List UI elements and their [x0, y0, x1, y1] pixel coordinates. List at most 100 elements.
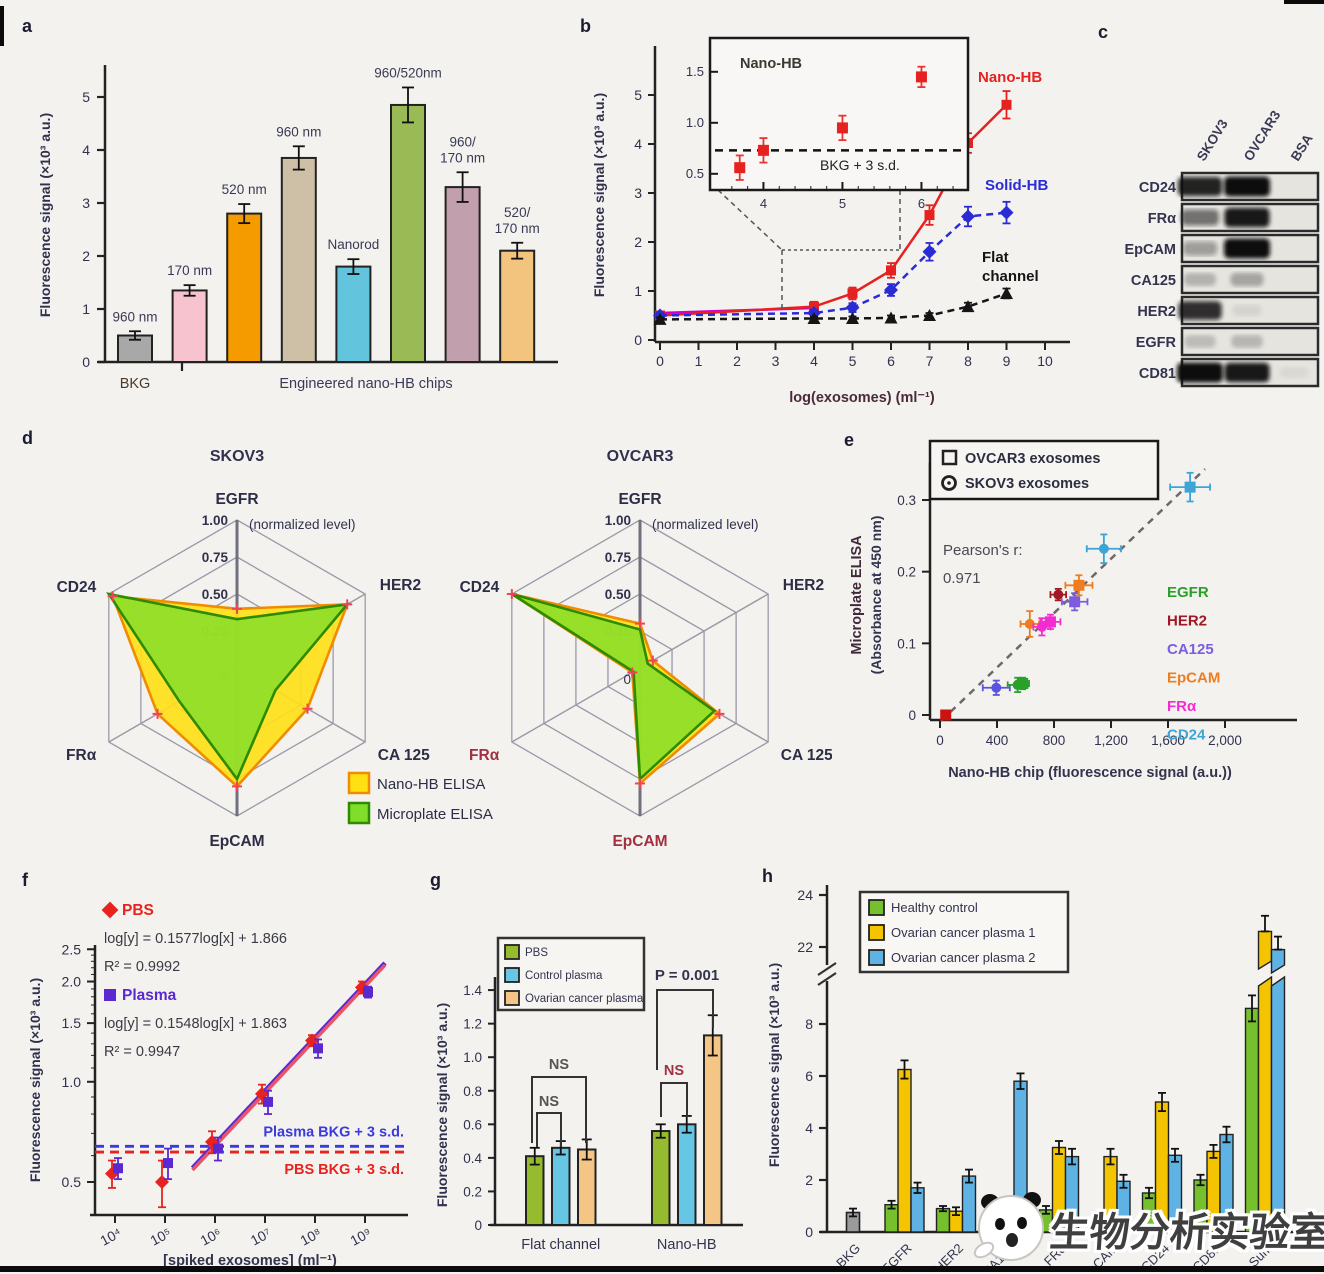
svg-text:0.4: 0.4 — [463, 1151, 482, 1166]
svg-text:Fluorescence signal (×10³ a.u.: Fluorescence signal (×10³ a.u.) — [766, 963, 782, 1167]
svg-text:1.0: 1.0 — [463, 1050, 482, 1065]
svg-text:1: 1 — [82, 301, 90, 317]
svg-text:Flat channel: Flat channel — [521, 1237, 600, 1253]
svg-text:CD24: CD24 — [1167, 727, 1206, 744]
svg-text:3: 3 — [634, 185, 642, 201]
svg-text:EGFR: EGFR — [618, 491, 661, 508]
svg-text:170 nm: 170 nm — [167, 263, 212, 278]
svg-text:PBS: PBS — [122, 902, 154, 919]
svg-text:10⁸: 10⁸ — [297, 1224, 324, 1248]
svg-text:800: 800 — [1043, 733, 1066, 748]
svg-text:Nano-HB: Nano-HB — [657, 1237, 717, 1253]
western-blot: SKOV3 OVCAR3 BSA CD24 FRα EpCAM CA125 HER2 EGFR C… — [1124, 108, 1320, 388]
edge-mark-bottom — [0, 1266, 1324, 1272]
svg-text:0: 0 — [805, 1224, 813, 1240]
panel-g-plasma-bars: 0 0.2 0.4 0.6 0.8 1.0 1.2 1.4 Fluorescence signa… — [425, 865, 753, 1274]
svg-text:1.00: 1.00 — [605, 513, 631, 528]
svg-text:0.75: 0.75 — [605, 550, 632, 565]
svg-text:Nano-HB ELISA: Nano-HB ELISA — [377, 776, 485, 793]
svg-text:0: 0 — [656, 353, 664, 369]
svg-text:R² = 0.9947: R² = 0.9947 — [104, 1044, 180, 1060]
svg-text:R² = 0.9992: R² = 0.9992 — [104, 959, 180, 975]
svg-text:EGFR: EGFR — [215, 491, 258, 508]
svg-text:Fluorescence signal (×10³ a.u.: Fluorescence signal (×10³ a.u.) — [27, 978, 43, 1182]
panel-c-western-blot: SKOV3 OVCAR3 BSA CD24 FRα EpCAM CA125 HER2 EGFR C… — [1090, 10, 1324, 435]
svg-text:EpCAM: EpCAM — [612, 833, 667, 850]
svg-text:0: 0 — [936, 733, 944, 748]
panel-letter-b: b — [580, 16, 591, 36]
svg-text:22: 22 — [797, 939, 813, 955]
svg-text:Flat: Flat — [982, 249, 1009, 266]
svg-text:520 nm: 520 nm — [222, 182, 267, 197]
svg-text:(normalized level): (normalized level) — [652, 517, 759, 532]
svg-text:P = 0.001: P = 0.001 — [655, 967, 719, 984]
panel-a-bar-chart: 0 1 2 3 4 5 Fluorescence signal (×10³ a.u.) 960… — [10, 10, 565, 425]
svg-text:1.5: 1.5 — [62, 1015, 82, 1031]
svg-text:Microplate ELISA: Microplate ELISA — [377, 806, 493, 823]
svg-text:6: 6 — [805, 1068, 813, 1084]
svg-text:[spiked exosomes] (ml⁻¹): [spiked exosomes] (ml⁻¹) — [163, 1253, 337, 1269]
svg-text:SKOV3 exosomes: SKOV3 exosomes — [965, 476, 1089, 492]
svg-text:10⁹: 10⁹ — [347, 1224, 374, 1248]
svg-text:Fluorescence signal (×10³ a.u.: Fluorescence signal (×10³ a.u.) — [434, 1003, 450, 1207]
svg-text:NS: NS — [664, 1063, 684, 1079]
svg-text:960/: 960/ — [449, 134, 476, 149]
svg-text:520/: 520/ — [504, 205, 531, 220]
svg-text:4: 4 — [805, 1120, 813, 1136]
svg-text:BKG + 3 s.d.: BKG + 3 s.d. — [820, 157, 900, 173]
svg-text:Ovarian cancer plasma: Ovarian cancer plasma — [525, 993, 644, 1005]
svg-text:0.971: 0.971 — [943, 570, 981, 587]
panel-e-correlation-scatter: 0 400 800 1,200 1,600 2,000 0 0.1 0.2 0.3 Micropla… — [835, 425, 1324, 870]
svg-text:Fluorescence signal (×10³ a.u.: Fluorescence signal (×10³ a.u.) — [591, 93, 607, 297]
svg-text:2: 2 — [634, 234, 642, 250]
titration-line-chart: 0 1 2 3 4 5 6 7 8 9 10 0 1 2 3 4 5 Fluorescence signal (×… — [591, 36, 1070, 406]
svg-text:5: 5 — [849, 353, 857, 369]
watermark-text: 生物分析实验室 — [1048, 1211, 1324, 1255]
svg-text:channel: channel — [982, 268, 1039, 285]
svg-text:4: 4 — [760, 196, 767, 211]
svg-text:EpCAM: EpCAM — [209, 833, 264, 850]
svg-text:log(exosomes) (ml⁻¹): log(exosomes) (ml⁻¹) — [789, 390, 935, 406]
panel-letter-c: c — [1098, 22, 1109, 42]
svg-text:10: 10 — [1037, 353, 1053, 369]
spiked-exosomes-scatter: 10⁴ 10⁵ 10⁶ 10⁷ 10⁸ 10⁹ 0.5 1.0 1.5 2.0 2.5 Fluores… — [27, 901, 408, 1269]
svg-text:BKG: BKG — [120, 376, 151, 392]
svg-text:960 nm: 960 nm — [112, 309, 157, 324]
svg-text:3: 3 — [772, 353, 780, 369]
svg-text:0: 0 — [908, 708, 916, 723]
svg-text:Microplate ELISA: Microplate ELISA — [849, 535, 865, 655]
svg-text:1: 1 — [695, 353, 703, 369]
svg-text:1.4: 1.4 — [463, 983, 482, 998]
svg-text:6: 6 — [887, 353, 895, 369]
svg-text:Engineered nano-HB chips: Engineered nano-HB chips — [279, 376, 452, 392]
svg-text:OVCAR3: OVCAR3 — [1241, 108, 1284, 164]
svg-text:10⁶: 10⁶ — [197, 1225, 223, 1249]
panel-letter-e: e — [844, 430, 855, 450]
svg-text:960 nm: 960 nm — [276, 124, 321, 139]
svg-text:CA 125: CA 125 — [781, 747, 832, 764]
svg-text:0: 0 — [474, 1218, 482, 1233]
svg-text:8: 8 — [964, 353, 972, 369]
svg-text:EpCAM: EpCAM — [1167, 670, 1220, 687]
svg-text:Solid-HB: Solid-HB — [985, 177, 1048, 194]
svg-text:HER2: HER2 — [783, 577, 824, 594]
svg-text:5: 5 — [82, 89, 90, 105]
svg-text:4: 4 — [810, 353, 818, 369]
correlation-scatter: 0 400 800 1,200 1,600 2,000 0 0.1 0.2 0.3 Micropla… — [849, 439, 1297, 781]
svg-text:0: 0 — [82, 354, 90, 370]
svg-text:1.5: 1.5 — [686, 64, 704, 79]
panel-letter-h: h — [762, 866, 773, 886]
svg-text:2.0: 2.0 — [62, 974, 82, 990]
svg-text:SKOV3: SKOV3 — [1194, 116, 1231, 163]
edge-mark-top-left — [0, 6, 4, 46]
svg-text:Nano-HB: Nano-HB — [740, 56, 802, 72]
svg-text:(Absorbance at 450 nm): (Absorbance at 450 nm) — [868, 516, 884, 675]
svg-text:CA125: CA125 — [1131, 273, 1176, 289]
svg-text:CD24: CD24 — [1139, 180, 1176, 196]
svg-text:Ovarian cancer plasma 2: Ovarian cancer plasma 2 — [891, 950, 1036, 965]
svg-text:Plasma: Plasma — [122, 987, 177, 1004]
svg-text:OVCAR3 exosomes: OVCAR3 exosomes — [965, 451, 1100, 467]
svg-text:1.00: 1.00 — [202, 513, 228, 528]
